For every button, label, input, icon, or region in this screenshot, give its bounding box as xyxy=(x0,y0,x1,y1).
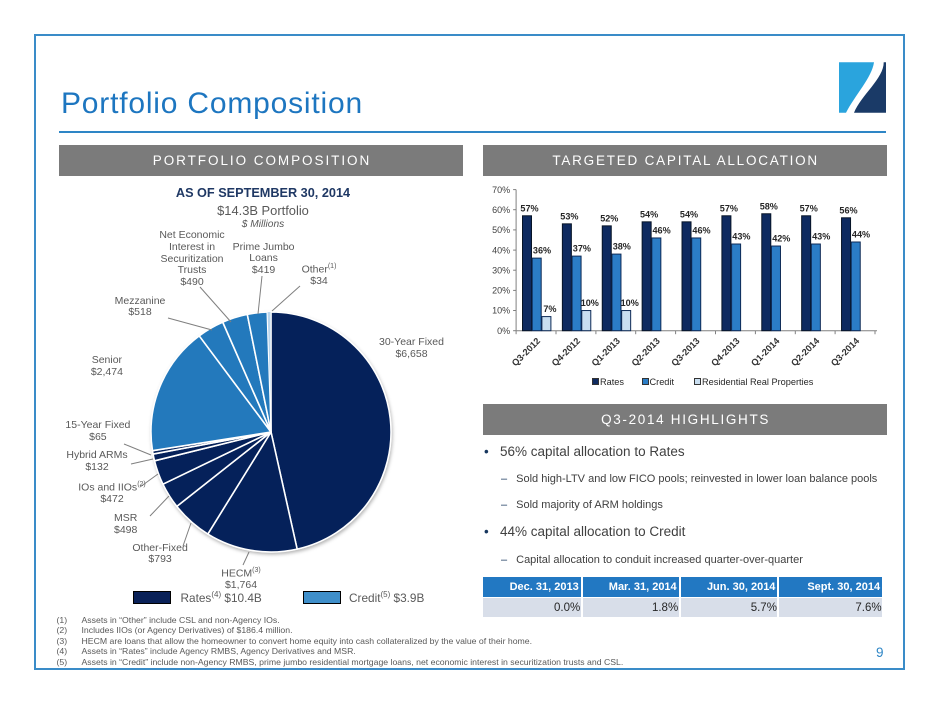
svg-text:40%: 40% xyxy=(492,245,510,255)
svg-text:Q3-2013: Q3-2013 xyxy=(669,336,701,368)
svg-text:Q4-2013: Q4-2013 xyxy=(709,336,741,368)
svg-text:20%: 20% xyxy=(492,286,510,296)
svg-text:Q2-2014: Q2-2014 xyxy=(789,335,822,368)
svg-text:Q3-2012: Q3-2012 xyxy=(510,336,542,368)
svg-text:10%: 10% xyxy=(492,306,510,316)
svg-text:Q1-2014: Q1-2014 xyxy=(749,335,782,368)
svg-text:50%: 50% xyxy=(492,225,510,235)
svg-text:Q1-2013: Q1-2013 xyxy=(590,336,622,368)
svg-text:57%: 57% xyxy=(720,203,738,213)
svg-text:57%: 57% xyxy=(800,203,818,213)
svg-text:53%: 53% xyxy=(560,211,578,221)
svg-text:37%: 37% xyxy=(573,244,591,254)
svg-text:7%: 7% xyxy=(543,304,556,314)
svg-text:46%: 46% xyxy=(652,225,670,235)
svg-text:56%: 56% xyxy=(839,205,857,215)
svg-text:38%: 38% xyxy=(613,242,631,252)
svg-text:36%: 36% xyxy=(533,246,551,256)
svg-text:58%: 58% xyxy=(760,201,778,211)
svg-text:Q4-2012: Q4-2012 xyxy=(550,336,582,368)
svg-text:46%: 46% xyxy=(692,225,710,235)
svg-text:30%: 30% xyxy=(492,265,510,275)
svg-text:57%: 57% xyxy=(520,203,538,213)
svg-text:70%: 70% xyxy=(492,185,510,195)
svg-text:43%: 43% xyxy=(732,232,750,242)
svg-text:60%: 60% xyxy=(492,205,510,215)
svg-text:42%: 42% xyxy=(772,234,790,244)
svg-text:Q2-2013: Q2-2013 xyxy=(630,336,662,368)
svg-text:10%: 10% xyxy=(581,298,599,308)
svg-text:54%: 54% xyxy=(640,209,658,219)
svg-text:Q3-2014: Q3-2014 xyxy=(829,335,862,368)
svg-text:44%: 44% xyxy=(852,230,870,240)
svg-text:52%: 52% xyxy=(600,213,618,223)
svg-text:0%: 0% xyxy=(497,326,510,336)
svg-text:10%: 10% xyxy=(621,298,639,308)
svg-text:54%: 54% xyxy=(680,209,698,219)
svg-text:43%: 43% xyxy=(812,232,830,242)
